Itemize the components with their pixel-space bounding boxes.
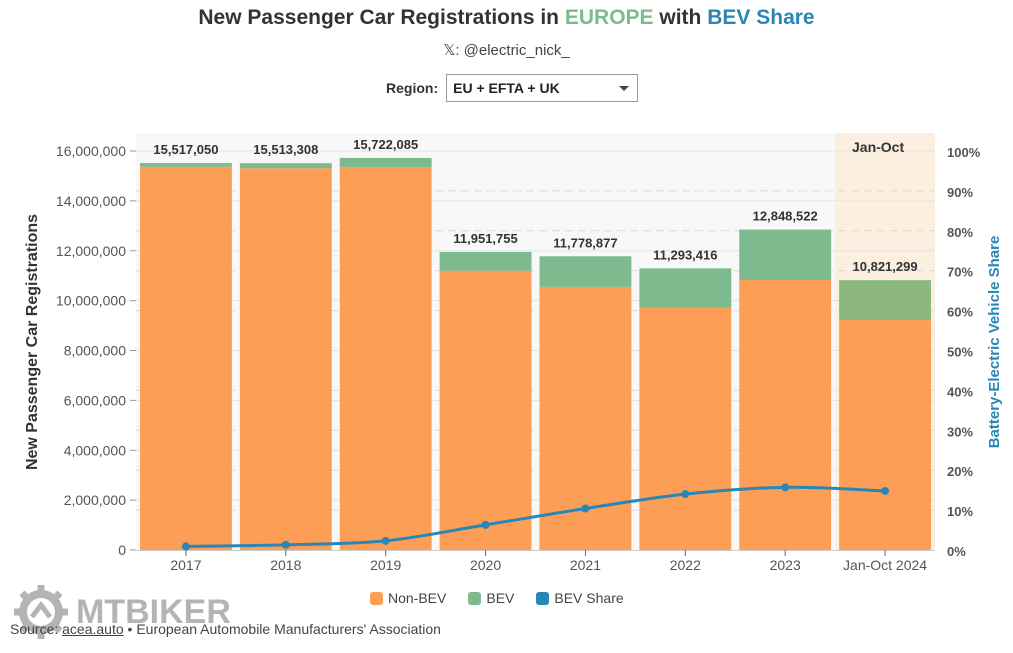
highlight-label: Jan-Oct — [852, 139, 904, 155]
y-tick-label: 14,000,000 — [56, 193, 126, 209]
bar-bev — [639, 268, 732, 308]
y2-tick-label: 60% — [947, 305, 973, 320]
bar-bev — [239, 163, 332, 169]
title-europe: EUROPE — [564, 6, 654, 29]
bev-share-point — [381, 536, 390, 545]
region-select-value: EU + EFTA + UK — [453, 80, 560, 96]
title-bev-share: BEV Share — [707, 6, 815, 29]
bar-non-bev — [339, 166, 432, 550]
total-label: 15,722,085 — [353, 137, 418, 152]
legend-swatch-non-bev — [370, 591, 383, 605]
bar-non-bev — [739, 279, 832, 550]
y-tick-label: 12,000,000 — [56, 243, 126, 259]
y2-tick-label: 50% — [947, 345, 973, 360]
bar-bev — [539, 256, 632, 287]
y-tick-label: 16,000,000 — [56, 143, 126, 159]
legend-label-bev-share: BEV Share — [554, 590, 624, 606]
x-tick-label: 2018 — [270, 557, 301, 573]
source-prefix: Source: — [10, 621, 63, 637]
y-tick-label: 4,000,000 — [64, 442, 126, 458]
bar-bev — [339, 157, 432, 167]
x-tick-label: 2017 — [170, 557, 201, 573]
bev-share-line — [185, 485, 886, 548]
y-tick-label: 6,000,000 — [64, 392, 126, 408]
x-tick-label: 2020 — [470, 557, 501, 573]
legend-item-non-bev[interactable]: Non-BEV — [370, 590, 446, 606]
title-part-1: New Passenger Car Registrations in — [198, 6, 565, 29]
bev-share-point — [681, 490, 690, 499]
y2-tick-label: 70% — [947, 265, 973, 280]
total-label: 11,778,877 — [553, 235, 617, 250]
source-note: Source: acea.auto • European Automobile … — [10, 621, 441, 637]
region-control: Region: EU + EFTA + UK — [386, 74, 639, 102]
title-part-3: with — [653, 6, 708, 29]
x-tick-label: 2022 — [670, 557, 701, 573]
legend-label-bev: BEV — [486, 590, 515, 606]
y2-tick-label: 40% — [947, 384, 973, 399]
bar-non-bev — [239, 168, 332, 550]
chart-title: New Passenger Car Registrations in EUROP… — [0, 6, 1013, 30]
total-label: 11,951,755 — [453, 231, 517, 246]
bar-bev — [140, 163, 232, 167]
legend-item-bev[interactable]: BEV — [468, 590, 514, 606]
y2-tick-label: 20% — [947, 464, 973, 479]
x-tick-label: 2021 — [570, 557, 601, 573]
total-label: 15,513,308 — [253, 142, 318, 157]
y-axis-title: New Passenger Car Registrations — [24, 214, 41, 470]
y2-axis-title: Battery-Electric Vehicle Share — [986, 236, 1003, 449]
bev-share-point — [481, 520, 490, 529]
bev-share-point — [781, 483, 790, 492]
y2-tick-label: 90% — [947, 185, 973, 200]
legend-item-bev-share[interactable]: BEV Share — [536, 590, 624, 606]
y-tick-label: 0 — [118, 542, 126, 558]
y2-tick-label: 10% — [947, 504, 973, 519]
region-select[interactable]: EU + EFTA + UK — [446, 74, 639, 102]
y-tick-label: 8,000,000 — [64, 343, 126, 359]
y2-tick-label: 30% — [947, 424, 973, 439]
legend-label-non-bev: Non-BEV — [388, 590, 447, 606]
y2-tick-label: 80% — [947, 225, 973, 240]
region-label: Region: — [386, 80, 439, 96]
legend-swatch-bev-share — [536, 591, 550, 605]
source-link[interactable]: acea.auto — [62, 621, 124, 637]
x-tick-label: 2023 — [770, 557, 801, 573]
y-tick-label: 10,000,000 — [56, 293, 126, 309]
bev-share-point — [281, 540, 290, 549]
chart-subtitle: 𝕏: @electric_nick_ — [443, 42, 570, 59]
total-label: 15,517,050 — [153, 142, 218, 157]
bar-non-bev — [439, 270, 532, 550]
legend: Non-BEV BEV BEV Share — [370, 590, 624, 606]
total-label: 12,848,522 — [753, 209, 818, 224]
chevron-down-icon — [619, 85, 630, 91]
bar-bev — [839, 280, 931, 321]
bar-non-bev — [140, 166, 232, 550]
bar-bev — [439, 251, 532, 271]
total-label: 11,293,416 — [653, 247, 717, 262]
bev-share-point — [581, 504, 590, 513]
bev-share-point — [181, 542, 190, 551]
bar-non-bev — [839, 320, 931, 550]
y2-tick-label: 100% — [947, 145, 981, 160]
bev-share-point — [881, 486, 890, 495]
total-label: 10,821,299 — [853, 259, 918, 274]
legend-swatch-bev — [468, 591, 482, 605]
y-tick-label: 2,000,000 — [64, 492, 126, 508]
x-tick-label: Jan-Oct 2024 — [843, 557, 927, 573]
bar-non-bev — [639, 307, 732, 550]
source-suffix: • European Automobile Manufacturers' Ass… — [123, 621, 441, 637]
y2-tick-label: 0% — [947, 544, 966, 559]
bar-bev — [739, 229, 832, 280]
x-tick-label: 2019 — [370, 557, 401, 573]
